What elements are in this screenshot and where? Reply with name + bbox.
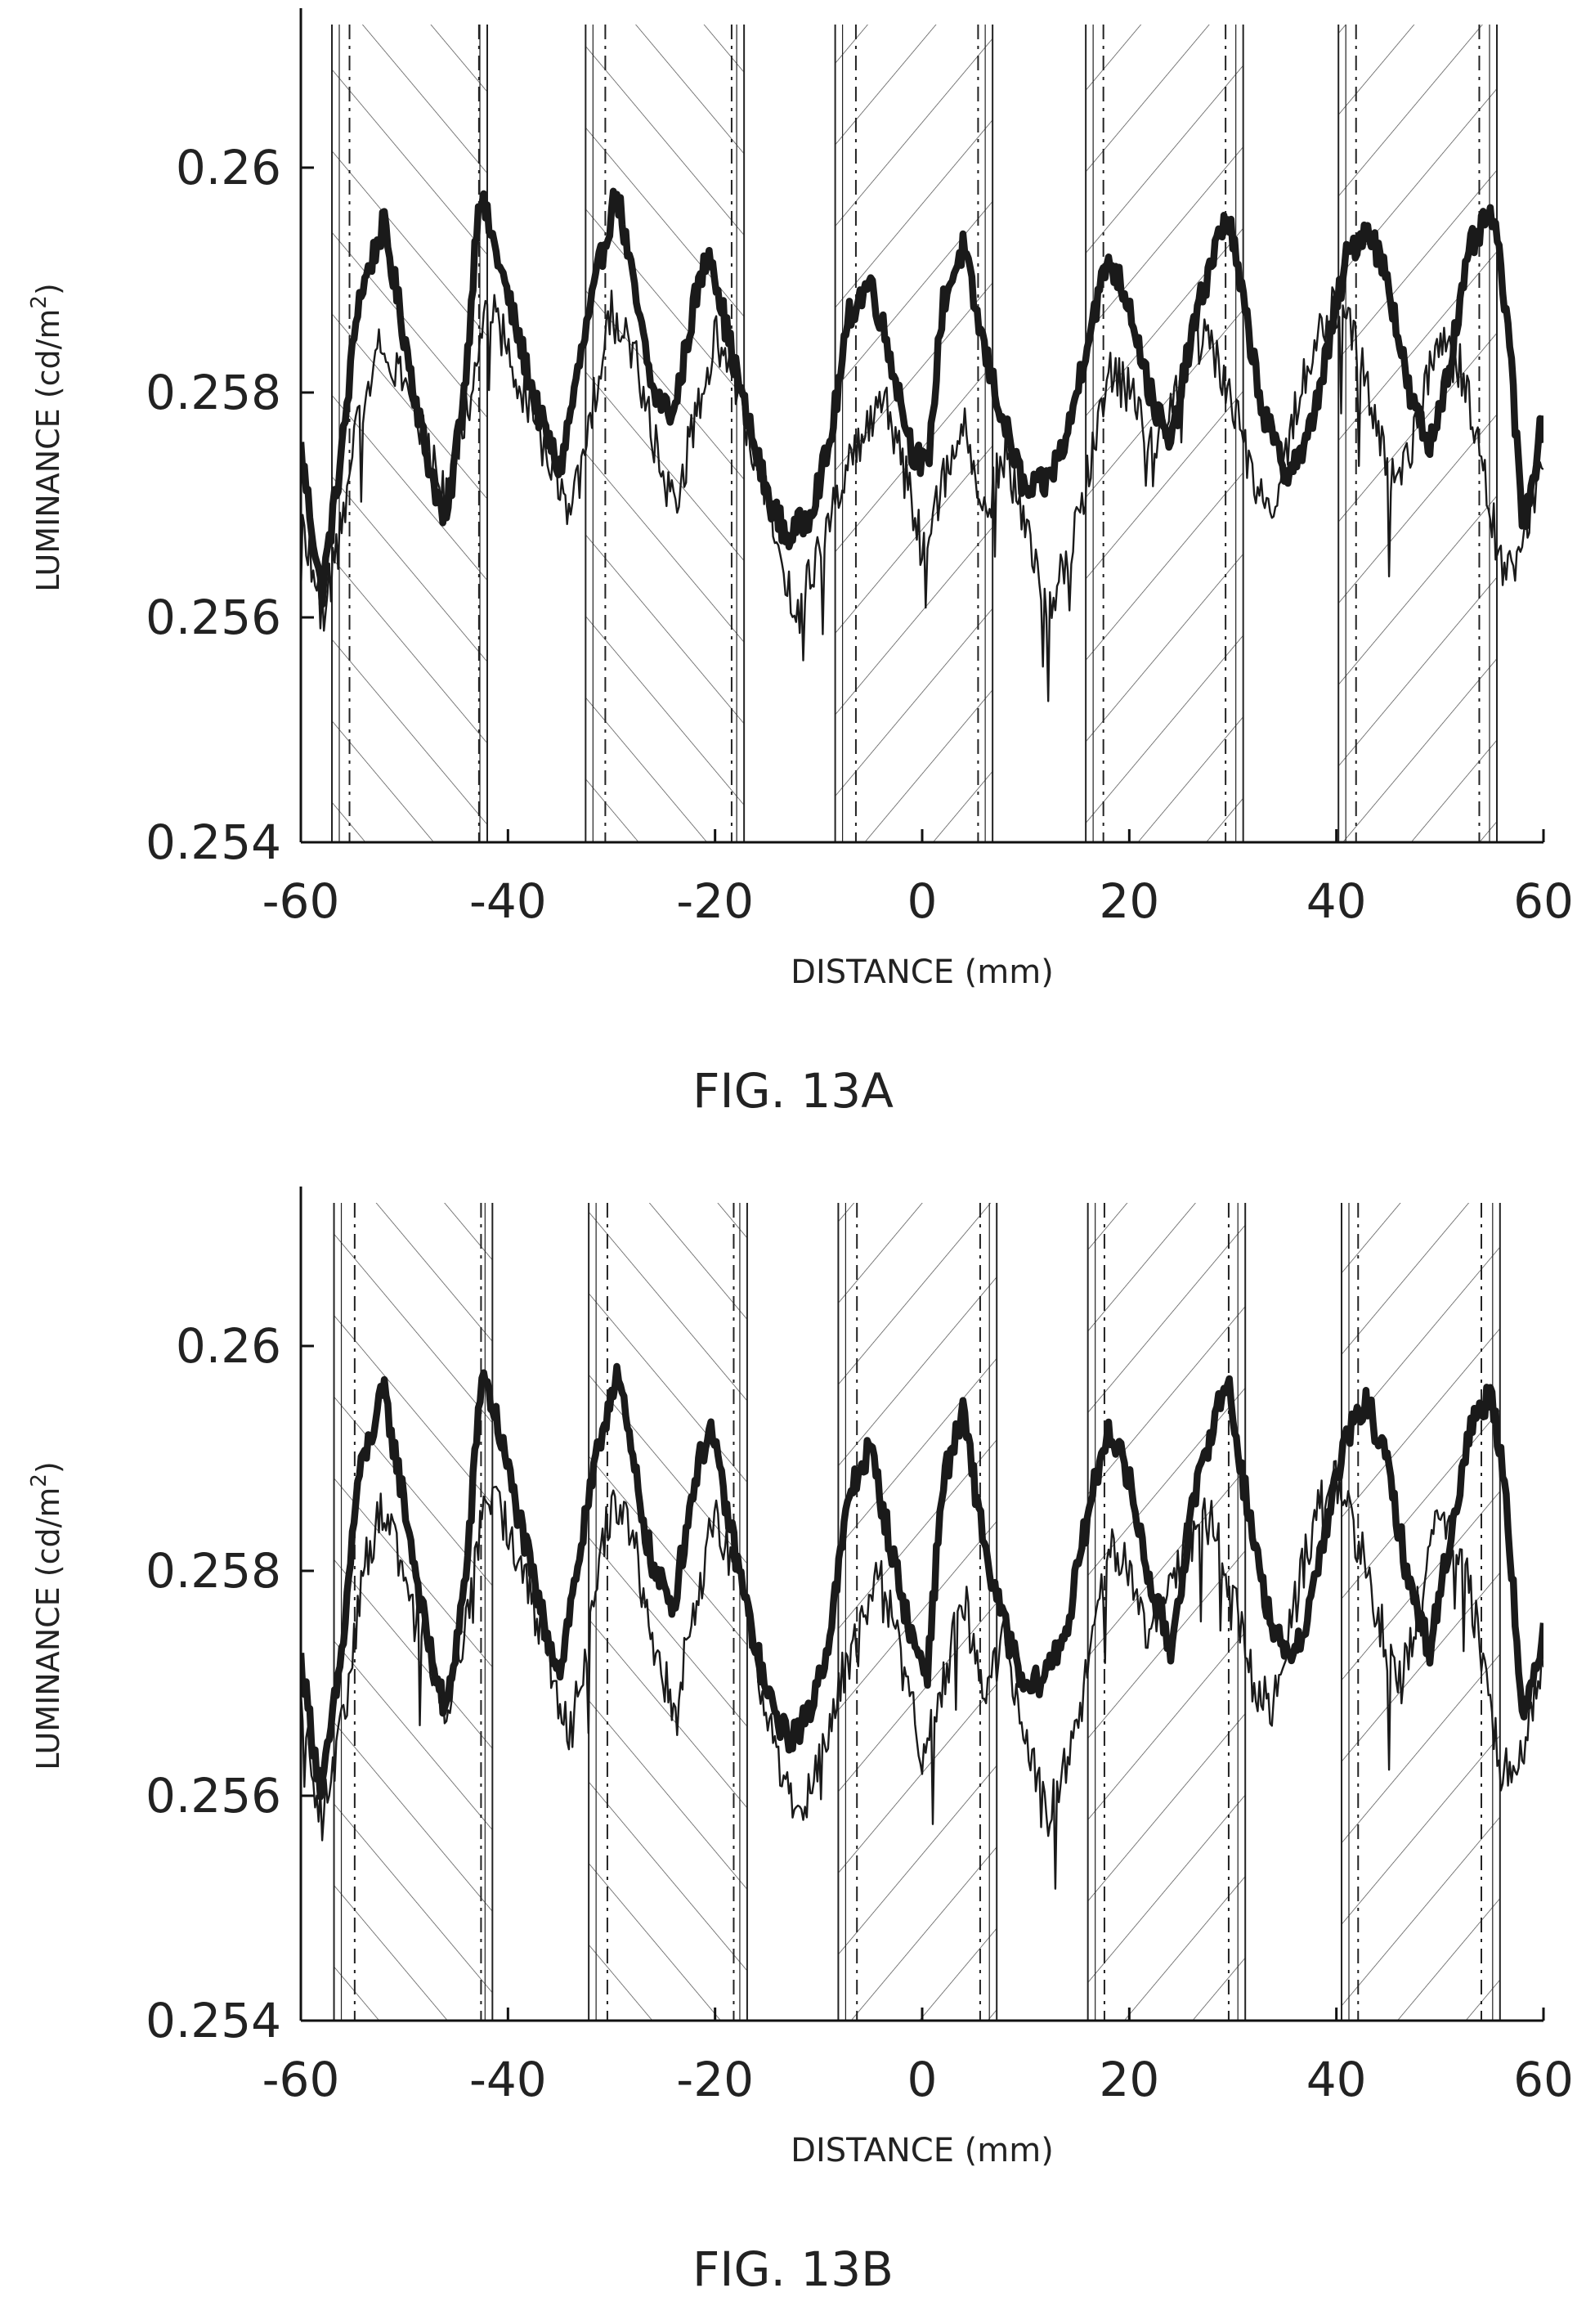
x-tick-label: -40 (469, 2052, 547, 2107)
y-tick-label: 0.26 (176, 1318, 281, 1374)
figure-caption-13b: FIG. 13B (692, 2241, 894, 2297)
x-axis-title: DISTANCE (mm) (791, 2132, 1054, 2169)
x-tick-label: 20 (1099, 2052, 1159, 2107)
y-axis-title: LUMINANCE (cd/m2) (27, 283, 66, 592)
luminance-series-thin (301, 286, 1543, 702)
y-axis-title-superscript: 2 (27, 1474, 52, 1487)
luminance-chart-13a: -60 -40 -20 0 20 40 60 0.254 0.256 0.258 0.26 DISTA… (27, 8, 1574, 991)
luminance-series-thick (301, 187, 1543, 608)
y-axis-title-main: LUMINANCE (cd/m (30, 309, 66, 592)
y-axis-title-end: ) (30, 1461, 66, 1474)
x-tick-label: 40 (1306, 2052, 1367, 2107)
x-tick-label: 60 (1513, 2052, 1574, 2107)
x-tick-label: 40 (1306, 873, 1367, 929)
y-axis-title-main: LUMINANCE (cd/m (30, 1487, 66, 1770)
x-axis-title: DISTANCE (mm) (791, 953, 1054, 991)
x-tick-label: 0 (907, 873, 938, 929)
band-hatch-2 (589, 1203, 747, 2021)
band-hatch-3 (838, 1203, 997, 2021)
band-hatch-2 (585, 25, 745, 842)
x-tick-label: -60 (262, 873, 340, 929)
x-tick-label: -20 (676, 2052, 754, 2107)
y-tick-label: 0.254 (146, 814, 281, 870)
y-axis-title: LUMINANCE (cd/m2) (27, 1461, 66, 1770)
y-tick-label: 0.256 (146, 1768, 281, 1824)
y-tick-label: 0.256 (146, 590, 281, 645)
y-tick-label: 0.254 (146, 1993, 281, 2048)
luminance-chart-13b: -60 -40 -20 0 20 40 60 0.254 0.256 0.258 0.26 DISTA… (27, 1187, 1574, 2169)
y-axis-title-end: ) (30, 283, 66, 295)
x-tick-label: 0 (907, 2052, 938, 2107)
y-tick-label: 0.26 (176, 140, 281, 195)
band-hatch-4 (1087, 1203, 1246, 2021)
x-tick-label: -20 (676, 873, 754, 929)
y-tick-label: 0.258 (146, 1543, 281, 1599)
x-tick-label: -40 (469, 873, 547, 929)
y-axis-title-superscript: 2 (27, 295, 52, 309)
x-tick-label: -60 (262, 2052, 340, 2107)
y-tick-label: 0.258 (146, 365, 281, 420)
chart-panel-13b: -60 -40 -20 0 20 40 60 0.254 0.256 0.258 0.26 DISTA… (0, 1162, 1586, 2324)
chart-panel-13a: -60 -40 -20 0 20 40 60 0.254 0.256 0.258 0.26 DISTA… (27, 8, 1574, 1119)
x-tick-label: 60 (1513, 873, 1574, 929)
band-hatch-5 (1338, 25, 1497, 842)
figure-caption-13a: FIG. 13A (692, 1063, 894, 1119)
luminance-series-thin (301, 1460, 1543, 1890)
x-tick-label: 20 (1099, 873, 1159, 929)
